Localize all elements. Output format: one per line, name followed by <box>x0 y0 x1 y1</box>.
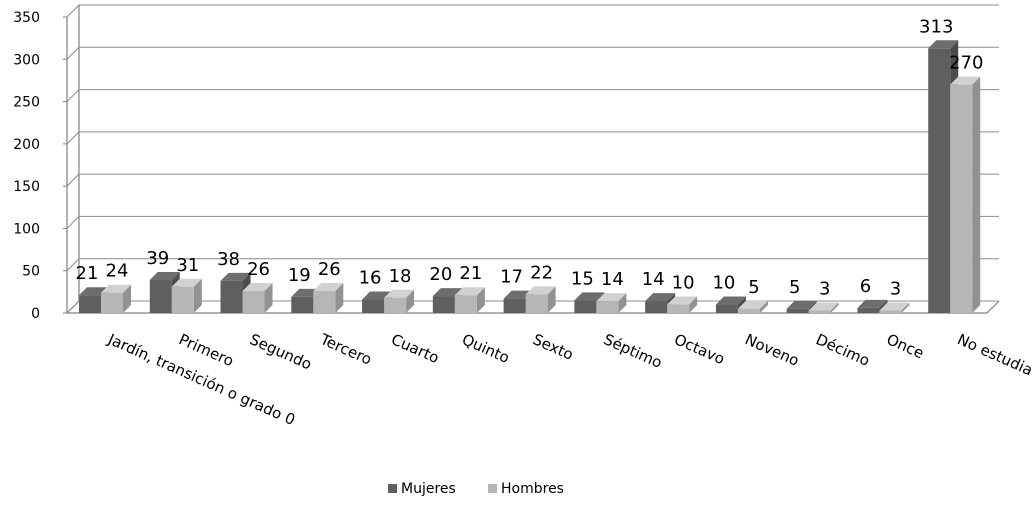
data-label-mujeres: 38 <box>217 249 240 270</box>
data-label-hombres: 21 <box>459 263 482 284</box>
gridlines <box>66 4 999 314</box>
data-label-hombres: 26 <box>318 259 341 280</box>
bar-hombres <box>384 289 415 313</box>
x-tick-label: Tercero <box>317 330 375 369</box>
bar-hombres <box>313 283 344 313</box>
data-label-hombres: 26 <box>247 259 270 280</box>
y-tick-label: 200 <box>13 137 40 153</box>
x-tick-label: Quinto <box>459 330 512 367</box>
x-tick-label: Noveno <box>742 330 802 370</box>
data-label-mujeres: 15 <box>571 268 594 289</box>
bar-hombres <box>667 296 698 313</box>
bar-hombres <box>525 286 556 313</box>
data-label-mujeres: 5 <box>789 277 800 298</box>
y-tick-label: 150 <box>13 179 40 195</box>
bar-hombres <box>737 300 768 313</box>
bar-hombres <box>171 278 202 313</box>
legend-label: Hombres <box>501 481 564 497</box>
data-label-hombres: 22 <box>530 262 553 283</box>
data-label-mujeres: 20 <box>429 264 452 285</box>
y-tick-label: 50 <box>22 264 40 280</box>
data-label-hombres: 24 <box>106 261 129 282</box>
legend: Mujeres Hombres <box>388 481 564 497</box>
bar-hombres <box>242 283 273 313</box>
y-axis-ticks: 0 50 100 150 200 250 300 350 <box>13 10 67 322</box>
bar-hombres <box>808 302 839 313</box>
legend-item-hombres: Hombres <box>488 481 564 497</box>
gridline <box>66 215 999 229</box>
data-label-mujeres: 39 <box>146 248 169 269</box>
data-label-mujeres: 10 <box>712 273 735 294</box>
bar-hombres <box>101 284 131 313</box>
legend-label: Mujeres <box>401 481 456 497</box>
gridline <box>66 46 999 60</box>
data-label-mujeres: 313 <box>919 16 953 37</box>
x-tick-label: Séptimo <box>601 330 665 372</box>
bar-hombres <box>950 76 981 314</box>
x-tick-label: Octavo <box>672 330 728 368</box>
data-label-mujeres: 6 <box>860 276 871 297</box>
gridline <box>66 131 999 145</box>
bar-hombres <box>596 293 627 313</box>
data-label-mujeres: 16 <box>359 267 382 288</box>
legend-swatch <box>488 484 497 493</box>
x-tick-label: Segundo <box>247 330 315 373</box>
y-tick-label: 100 <box>13 221 40 237</box>
data-label-hombres: 5 <box>748 277 759 298</box>
bars <box>79 40 981 314</box>
legend-swatch <box>388 484 397 493</box>
x-tick-label: Cuarto <box>388 330 441 367</box>
legend-item-mujeres: Mujeres <box>388 481 456 497</box>
y-tick-label: 250 <box>13 95 40 111</box>
bar-hombres <box>454 287 485 313</box>
data-label-hombres: 14 <box>601 269 624 290</box>
gridline <box>66 173 999 187</box>
x-tick-label: Once <box>884 330 927 362</box>
gridline <box>66 89 999 102</box>
x-tick-label: No estudia <box>955 330 1035 379</box>
data-label-hombres: 3 <box>819 278 830 299</box>
data-label-mujeres: 14 <box>642 269 665 290</box>
gridline <box>66 4 999 18</box>
data-label-hombres: 18 <box>389 266 412 287</box>
data-label-mujeres: 19 <box>288 265 311 286</box>
y-tick-label: 350 <box>13 10 40 26</box>
data-label-mujeres: 21 <box>76 263 99 284</box>
y-tick-label: 0 <box>31 306 40 322</box>
data-label-mujeres: 17 <box>500 267 523 288</box>
bar-hombres <box>879 302 910 313</box>
data-label-hombres: 31 <box>176 255 199 276</box>
data-label-hombres: 3 <box>890 278 901 299</box>
data-label-hombres: 270 <box>949 53 983 74</box>
x-tick-label: Sexto <box>530 330 576 364</box>
data-label-hombres: 10 <box>672 273 695 294</box>
gridline <box>66 258 999 272</box>
x-tick-label: Décimo <box>813 330 872 370</box>
data-labels: 21 24 39 31 38 26 19 26 16 18 20 21 17 22 15 14 14 10 10 5 5… <box>76 16 984 299</box>
y-tick-label: 300 <box>13 52 40 68</box>
